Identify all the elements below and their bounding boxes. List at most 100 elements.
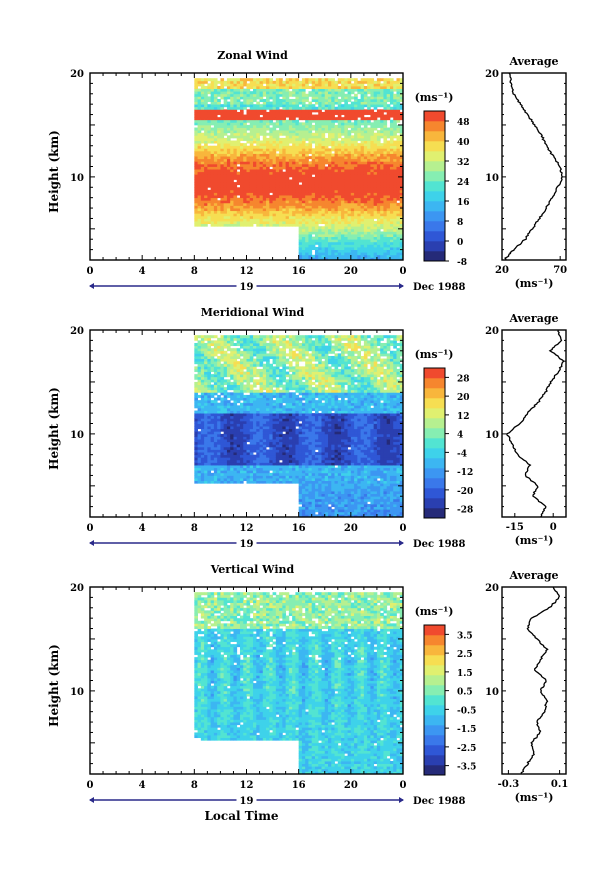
heatmap-cell	[357, 179, 362, 183]
heatmap-cell	[347, 88, 352, 92]
heatmap-cell	[243, 150, 247, 154]
heatmap-cell	[337, 114, 342, 118]
heatmap-cell	[262, 130, 267, 134]
heatmap-cell	[200, 433, 205, 437]
heatmap-cell	[207, 379, 212, 383]
heatmap-cell	[354, 236, 358, 240]
heatmap-cell	[373, 179, 378, 183]
heatmap-cell	[256, 117, 260, 121]
heatmap-cell	[341, 221, 345, 225]
heatmap-cell	[301, 195, 306, 199]
heatmap-cell	[243, 436, 247, 440]
heatmap-cell	[266, 195, 270, 199]
heatmap-cell	[298, 93, 303, 97]
heatmap-cell	[295, 179, 300, 183]
heatmap-cell	[256, 91, 260, 95]
heatmap-cell	[266, 80, 270, 84]
heatmap-cell	[311, 215, 316, 219]
heatmap-cell	[220, 420, 225, 424]
heatmap-cell	[226, 104, 231, 108]
heatmap-cell	[386, 189, 391, 193]
heatmap-cell	[246, 150, 251, 154]
heatmap-cell	[331, 106, 335, 110]
heatmap-cell	[393, 176, 397, 180]
heatmap-cell	[246, 93, 251, 97]
heatmap-cell	[396, 161, 401, 165]
heatmap-cell	[386, 145, 391, 149]
heatmap-cell	[282, 85, 287, 89]
heatmap-cell	[288, 119, 293, 123]
heatmap-cell	[246, 88, 251, 92]
heatmap-cell	[279, 208, 283, 212]
heatmap-cell	[200, 150, 205, 154]
heatmap-cell	[389, 137, 394, 141]
heatmap-cell	[194, 98, 198, 102]
heatmap-cell	[269, 156, 273, 160]
heatmap-cell	[233, 389, 238, 393]
colorbar-segment	[424, 121, 445, 132]
heatmap-cell	[213, 340, 218, 344]
heatmap-cell	[204, 413, 208, 417]
heatmap-cell	[204, 130, 208, 134]
heatmap-cell	[314, 197, 319, 201]
heatmap-cell	[246, 410, 251, 414]
heatmap-cell	[298, 111, 303, 115]
heatmap-cell	[367, 148, 371, 152]
heatmap-cell	[279, 197, 283, 201]
heatmap-cell	[230, 171, 234, 175]
heatmap-cell	[230, 111, 234, 115]
heatmap-cell	[256, 182, 260, 186]
heatmap-cell	[233, 114, 238, 118]
heatmap-cell	[341, 124, 345, 128]
heatmap-cell	[393, 85, 397, 89]
heatmap-cell	[213, 418, 218, 422]
colorbar-tick-label: -8	[457, 258, 467, 268]
heatmap-cell	[213, 182, 218, 186]
heatmap-cell	[213, 176, 218, 180]
heatmap-cell	[341, 179, 345, 183]
heatmap-cell	[210, 478, 215, 482]
heatmap-cell	[269, 150, 273, 154]
heatmap-cell	[246, 420, 251, 424]
heatmap-cell	[373, 101, 378, 105]
heatmap-cell	[334, 124, 339, 128]
heatmap-cell	[334, 143, 339, 147]
heatmap-cell	[239, 420, 244, 424]
heatmap-cell	[344, 80, 348, 84]
heatmap-cell	[380, 247, 384, 251]
heatmap-cell	[243, 379, 247, 383]
heatmap-cell	[354, 221, 358, 225]
heatmap-cell	[197, 111, 202, 115]
heatmap-cell	[380, 132, 384, 136]
heatmap-cell	[376, 213, 381, 217]
heatmap-cell	[321, 135, 326, 139]
heatmap-cell	[318, 215, 322, 219]
heatmap-cell	[243, 472, 247, 476]
heatmap-cell	[298, 176, 303, 180]
heatmap-cell	[399, 83, 404, 87]
heatmap-cell	[393, 109, 397, 113]
heatmap-cell	[253, 96, 257, 100]
heatmap-cell	[354, 122, 358, 126]
heatmap-cell	[380, 202, 384, 206]
heatmap-cell	[220, 397, 225, 401]
heatmap-cell	[288, 140, 293, 144]
heatmap-cell	[200, 208, 205, 212]
colorbar-segment	[424, 181, 445, 192]
heatmap-cell	[279, 195, 283, 199]
heatmap-cell	[236, 415, 241, 419]
heatmap-cell	[207, 135, 212, 139]
heatmap-cell	[393, 218, 397, 222]
heatmap-cell	[298, 249, 303, 253]
heatmap-cell	[272, 218, 277, 222]
heatmap-cell	[288, 111, 293, 115]
heatmap-cell	[243, 459, 247, 463]
heatmap-cell	[233, 418, 238, 422]
heatmap-cell	[226, 337, 231, 341]
heatmap-cell	[305, 143, 309, 147]
heatmap-cell	[239, 119, 244, 123]
heatmap-cell	[246, 431, 251, 435]
heatmap-cell	[213, 130, 218, 134]
heatmap-cell	[197, 119, 202, 123]
heatmap-cell	[341, 176, 345, 180]
